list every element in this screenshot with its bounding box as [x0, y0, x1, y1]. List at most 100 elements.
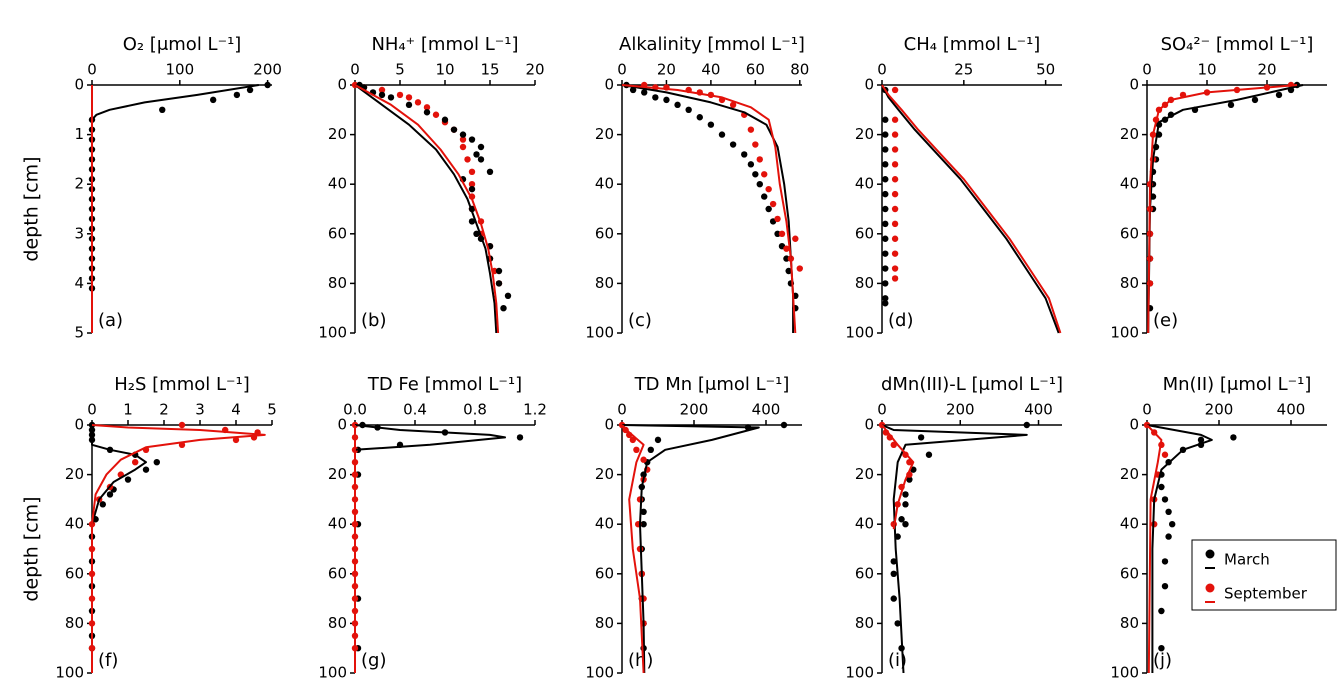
model-line — [91, 84, 259, 333]
data-point — [891, 275, 899, 282]
x-tick-label: 50 — [1036, 61, 1055, 79]
data-point — [209, 96, 217, 104]
y-tick-label: 60 — [1120, 564, 1139, 582]
y-tick-label: 60 — [595, 224, 614, 242]
x-tick-label: 0 — [617, 401, 627, 419]
y-tick-label: 0 — [74, 416, 84, 434]
data-point — [1161, 451, 1169, 458]
data-point — [405, 94, 413, 101]
y-axis-label: depth [cm] — [21, 496, 43, 601]
data-point — [663, 96, 670, 104]
y-tick-label: 100 — [318, 664, 347, 681]
data-point — [246, 86, 254, 94]
data-point — [124, 476, 132, 483]
y-tick-label: 0 — [1129, 416, 1139, 434]
legend-marker — [1205, 549, 1215, 559]
plot-area — [88, 81, 271, 333]
data-point — [882, 280, 889, 287]
data-point — [378, 86, 386, 94]
data-point — [882, 176, 889, 183]
data-point — [747, 161, 755, 168]
data-point — [264, 81, 271, 89]
data-point — [796, 265, 803, 272]
data-point — [387, 94, 395, 101]
y-tick-label: 40 — [328, 175, 347, 193]
data-point — [1158, 483, 1165, 491]
legend-label: September — [1224, 585, 1308, 603]
y-tick-label: 80 — [855, 614, 874, 632]
data-point — [473, 230, 480, 237]
data-point — [685, 106, 692, 114]
panel-title: H₂S [mmol L⁻¹] — [114, 374, 250, 395]
legend-label: March — [1224, 551, 1270, 569]
data-point — [774, 215, 781, 223]
y-tick-label: 80 — [65, 614, 84, 632]
model-line — [881, 424, 915, 530]
data-point — [441, 116, 449, 123]
x-tick-label: 0 — [87, 61, 97, 79]
y-tick-label: 3 — [74, 224, 84, 242]
x-tick-label: 1 — [123, 401, 133, 419]
plot-area — [881, 84, 1062, 334]
data-point — [729, 101, 737, 109]
plot-area — [1143, 421, 1237, 674]
data-point — [769, 200, 777, 208]
data-point — [468, 136, 476, 143]
data-point — [486, 168, 494, 175]
plot-area — [621, 81, 803, 334]
y-tick-label: 0 — [604, 76, 614, 94]
data-point — [640, 521, 647, 528]
model-line — [1147, 84, 1298, 334]
x-tick-label: 5 — [267, 401, 277, 419]
data-point — [232, 436, 240, 444]
data-point — [99, 501, 107, 508]
data-point — [132, 459, 139, 466]
panel-label: (c) — [628, 310, 652, 331]
data-point — [423, 104, 431, 111]
x-tick-label: 20 — [525, 61, 544, 79]
x-tick-label: 0 — [1142, 401, 1152, 419]
y-tick-label: 40 — [855, 175, 874, 193]
data-point — [891, 205, 899, 213]
data-point — [792, 235, 799, 242]
x-tick-label: 100 — [165, 61, 194, 79]
x-tick-label: 0 — [877, 61, 887, 79]
data-point — [778, 230, 786, 237]
x-tick-label: 0 — [350, 61, 360, 79]
data-point — [459, 136, 467, 143]
x-tick-label: 0 — [877, 401, 887, 419]
data-point — [882, 146, 889, 153]
model-line — [354, 84, 500, 334]
y-tick-label: 60 — [855, 564, 874, 582]
y-tick-label: 80 — [328, 614, 347, 632]
panel-label: (g) — [361, 650, 386, 671]
data-point — [891, 86, 899, 94]
panel-title: TD Fe [mmol L⁻¹] — [367, 374, 522, 395]
y-tick-label: 80 — [595, 614, 614, 632]
data-point — [1251, 96, 1259, 104]
data-point — [882, 205, 889, 213]
data-point — [890, 558, 897, 565]
data-point — [1275, 91, 1283, 99]
y-tick-label: 0 — [864, 76, 874, 94]
x-tick-label: 20 — [1257, 61, 1276, 79]
model-line — [621, 84, 797, 334]
panel-title: Mn(II) [μmol L⁻¹] — [1163, 374, 1312, 395]
y-tick-label: 100 — [318, 324, 347, 342]
data-point — [1158, 645, 1165, 652]
data-point — [396, 91, 404, 99]
y-tick-label: 0 — [604, 416, 614, 434]
data-point — [1161, 496, 1169, 503]
data-point — [774, 230, 781, 237]
data-point — [882, 265, 889, 272]
x-tick-label: 3 — [195, 401, 205, 419]
x-tick-label: 4 — [231, 401, 241, 419]
data-point — [891, 116, 899, 123]
y-tick-label: 60 — [65, 564, 84, 582]
data-point — [178, 421, 186, 429]
data-point — [783, 245, 790, 252]
data-point — [640, 456, 647, 463]
y-tick-label: 40 — [328, 515, 347, 533]
model-line — [621, 424, 645, 674]
data-point — [696, 114, 703, 121]
